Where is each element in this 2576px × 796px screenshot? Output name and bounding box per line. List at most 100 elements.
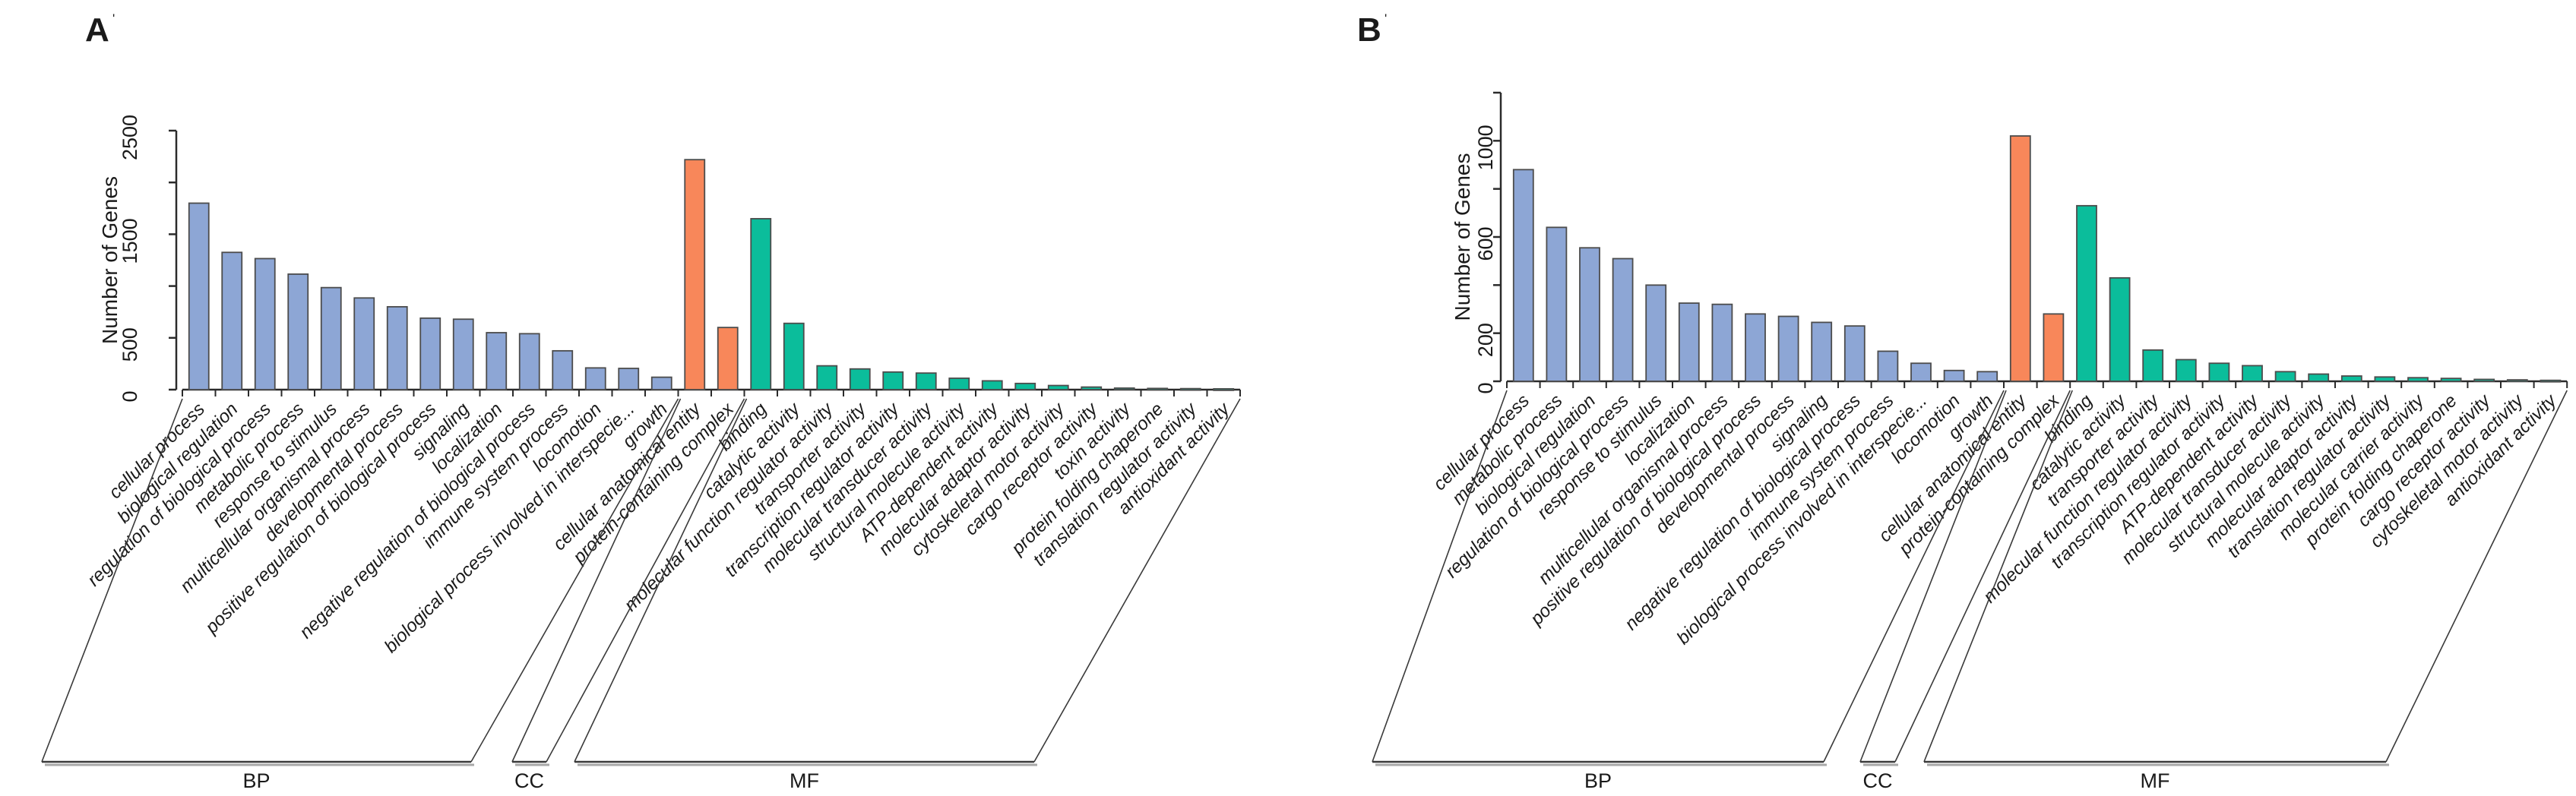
- y-tick-label: 2500: [119, 115, 141, 160]
- group-leader-line: [574, 398, 748, 763]
- bar: [1678, 302, 1700, 382]
- bar: [452, 318, 474, 390]
- bar: [1777, 315, 1799, 382]
- bar: [2142, 349, 2164, 382]
- group-leader-line: [41, 398, 183, 763]
- bar: [1579, 247, 1600, 382]
- bar: [320, 286, 342, 390]
- y-tick-label: 0: [1474, 382, 1497, 393]
- bar: [1745, 313, 1766, 382]
- group-leader-line: [1823, 390, 2005, 763]
- bar: [486, 332, 508, 390]
- bar: [419, 317, 441, 390]
- bar: [849, 368, 871, 390]
- y-tick-label: 600: [1474, 226, 1497, 261]
- bar: [981, 380, 1003, 390]
- bar: [618, 368, 640, 390]
- bar: [783, 322, 805, 390]
- bar: [1811, 321, 1833, 382]
- bar: [1113, 387, 1135, 390]
- group-label: CC: [1863, 769, 1893, 792]
- bar: [2009, 135, 2031, 382]
- bar: [915, 372, 937, 390]
- panel-label: A: [85, 11, 109, 49]
- bar: [254, 257, 276, 390]
- y-tick-label: 1500: [119, 218, 141, 264]
- bar: [1081, 386, 1103, 390]
- bar: [1711, 303, 1733, 382]
- bar: [1179, 387, 1201, 391]
- bar: [816, 365, 838, 390]
- bar: [948, 377, 970, 390]
- group-leader-line: [470, 398, 679, 763]
- bar: [882, 371, 904, 390]
- y-tick-label: 500: [119, 327, 141, 362]
- bar: [2506, 379, 2528, 383]
- bar: [1047, 384, 1069, 390]
- bar: [2109, 276, 2131, 382]
- bar: [1976, 371, 1998, 382]
- bar: [650, 376, 672, 390]
- panel-label-mark: ': [1385, 11, 1387, 26]
- bar: [1014, 382, 1036, 390]
- bar: [2473, 378, 2495, 382]
- bar: [1877, 350, 1899, 382]
- bar: [717, 327, 739, 390]
- bar: [1213, 388, 1235, 391]
- y-tick-label: 200: [1474, 323, 1497, 357]
- bar: [2175, 359, 2197, 382]
- bar: [684, 159, 706, 390]
- bar: [1612, 257, 1634, 382]
- group-leader-line: [2385, 390, 2568, 763]
- bar: [2440, 377, 2462, 382]
- bar: [2540, 379, 2562, 383]
- bar: [1645, 284, 1667, 382]
- group-leader-line: [1372, 390, 1508, 763]
- bar: [2208, 362, 2230, 382]
- bar: [518, 333, 540, 390]
- group-leader-line: [511, 398, 682, 763]
- bar: [2242, 365, 2263, 382]
- bar: [552, 349, 574, 390]
- bar: [1910, 362, 1932, 382]
- y-tick-label: 1000: [1474, 125, 1497, 170]
- bar: [584, 367, 606, 390]
- group-leader-line: [546, 398, 745, 763]
- bar: [2374, 376, 2396, 382]
- bar: [2274, 371, 2296, 382]
- group-leader-line: [1894, 390, 2071, 763]
- bar: [1843, 325, 1866, 382]
- bar: [221, 251, 243, 390]
- bar: [386, 305, 408, 390]
- bar: [287, 273, 309, 390]
- bar: [1512, 169, 1534, 382]
- group-label: CC: [514, 769, 544, 792]
- group-label: BP: [242, 769, 270, 792]
- group-leader-line: [1033, 398, 1241, 763]
- panel-label: B: [1357, 11, 1381, 49]
- bar: [1943, 369, 1965, 382]
- panel-label-mark: ': [112, 11, 115, 26]
- group-label: MF: [2141, 769, 2170, 792]
- bar: [1147, 387, 1169, 391]
- bar: [2340, 375, 2362, 382]
- group-leader-line: [1923, 390, 2073, 763]
- bar: [353, 297, 375, 390]
- group-leader-line: [1859, 390, 2007, 763]
- y-axis-title: Number of Genes: [98, 176, 122, 344]
- bar: [2043, 313, 2065, 382]
- bar: [188, 202, 210, 390]
- bar: [2308, 373, 2330, 382]
- bar: [2076, 204, 2097, 382]
- bar: [1546, 226, 1568, 382]
- y-axis-title: Number of Genes: [1451, 153, 1474, 321]
- bar: [750, 218, 772, 390]
- bar: [2407, 377, 2429, 382]
- y-tick-label: 0: [119, 390, 141, 402]
- group-label: MF: [790, 769, 819, 792]
- group-label: BP: [1584, 769, 1612, 792]
